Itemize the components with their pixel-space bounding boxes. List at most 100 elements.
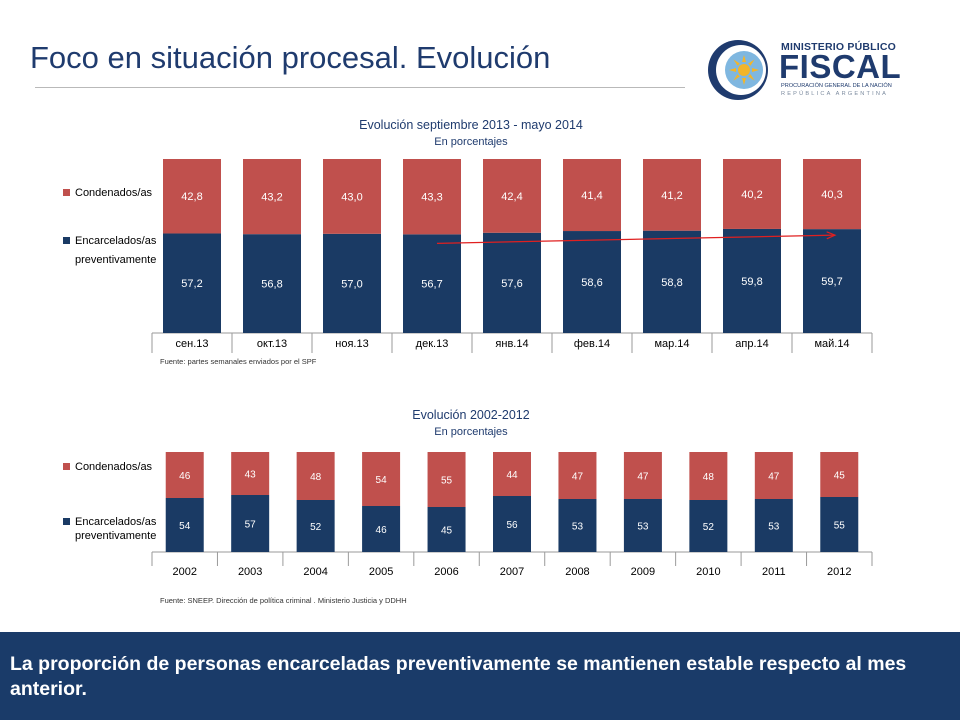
bar-condenados	[163, 159, 221, 234]
x-tick-label: 2009	[631, 566, 655, 578]
data-label-condenados: 55	[441, 476, 453, 487]
bar-condenados	[820, 452, 859, 497]
x-tick-label: 2005	[369, 566, 393, 578]
bar-encarcelados	[427, 507, 466, 552]
bar-condenados	[643, 159, 701, 231]
chart-source: Fuente: SNEEP. Dirección de política cri…	[160, 596, 407, 605]
logo-line-3: PROCURACIÓN GENERAL DE LA NACIÓN	[781, 83, 892, 89]
data-label-condenados: 46	[179, 471, 191, 482]
data-label-encarcelados: 56,7	[421, 279, 442, 291]
data-label-condenados: 41,4	[581, 190, 602, 202]
data-label-encarcelados: 58,8	[661, 277, 682, 289]
logo-line-4: REPÚBLICA ARGENTINA	[781, 91, 889, 97]
x-tick-label: окт.13	[257, 338, 287, 350]
data-label-condenados: 40,3	[821, 189, 842, 201]
bar-encarcelados	[493, 496, 531, 552]
data-label-encarcelados: 52	[310, 522, 322, 533]
bar-condenados	[296, 452, 335, 500]
legend-swatch-encarcelados	[63, 518, 70, 525]
chart-monthly-evolution: Evolución septiembre 2013 - mayo 2014 En …	[63, 118, 873, 366]
bar-encarcelados	[643, 230, 701, 333]
data-label-encarcelados: 59,8	[741, 276, 762, 288]
bar-encarcelados	[820, 497, 859, 552]
bar-encarcelados	[403, 234, 461, 333]
data-label-condenados: 48	[310, 472, 322, 483]
x-tick-label: апр.14	[735, 338, 768, 350]
bar-encarcelados	[296, 500, 335, 552]
legend-label-encarcelados-line2: preventivamente	[75, 254, 156, 266]
data-label-encarcelados: 52	[703, 522, 715, 533]
bar-condenados	[563, 159, 621, 232]
bar-encarcelados	[623, 499, 662, 552]
x-tick-label: май.14	[814, 338, 849, 350]
bar-encarcelados	[165, 498, 204, 552]
bar-encarcelados	[243, 234, 301, 333]
chart-subtitle: En porcentajes	[434, 426, 508, 438]
logo-line-1: MINISTERIO PÚBLICO	[781, 41, 897, 53]
bar-condenados	[323, 159, 381, 234]
data-label-condenados: 47	[572, 472, 584, 483]
legend-label-encarcelados-line2: preventivamente	[75, 530, 156, 542]
bar-encarcelados	[803, 229, 861, 333]
data-label-condenados: 43,3	[421, 192, 442, 204]
legend-label-encarcelados-line1: Encarcelados/as	[75, 516, 157, 528]
bar-condenados	[165, 452, 204, 498]
chart-title: Evolución septiembre 2013 - mayo 2014	[359, 118, 583, 132]
x-tick-label: 2004	[303, 566, 327, 578]
data-label-condenados: 45	[834, 471, 846, 482]
x-tick-label: дек.13	[416, 338, 449, 350]
x-tick-label: фев.14	[574, 338, 610, 350]
bar-condenados	[403, 159, 461, 235]
bar-condenados	[362, 452, 401, 506]
x-tick-label: мар.14	[654, 338, 689, 350]
bar-condenados	[803, 159, 861, 230]
bar-condenados	[243, 159, 301, 235]
bar-encarcelados	[563, 231, 621, 333]
data-label-condenados: 42,8	[181, 191, 202, 203]
legend-swatch-encarcelados	[63, 237, 70, 244]
x-tick-label: 2006	[434, 566, 458, 578]
data-label-condenados: 54	[376, 475, 388, 486]
bar-condenados	[558, 452, 597, 499]
bar-encarcelados	[558, 499, 597, 552]
data-label-condenados: 47	[768, 472, 780, 483]
data-label-encarcelados: 45	[441, 526, 453, 537]
bar-encarcelados	[231, 495, 270, 552]
trend-arrow-head	[826, 231, 837, 240]
x-tick-label: ноя.13	[335, 338, 368, 350]
chart-title: Evolución 2002-2012	[412, 408, 529, 422]
chart-subtitle: En porcentajes	[434, 136, 508, 148]
data-label-encarcelados: 57,2	[181, 278, 202, 290]
ministerio-publico-fiscal-logo: MINISTERIO PÚBLICO FISCAL PROCURACIÓN GE…	[706, 38, 901, 102]
x-tick-label: 2010	[696, 566, 720, 578]
legend-label-condenados: Condenados/as	[75, 187, 153, 199]
bar-encarcelados	[723, 228, 781, 333]
chart-source: Fuente: partes semanales enviados por el…	[160, 357, 317, 366]
data-label-condenados: 40,2	[741, 189, 762, 201]
bar-condenados	[231, 452, 270, 495]
data-label-encarcelados: 57,0	[341, 278, 362, 290]
bar-encarcelados	[483, 232, 541, 333]
data-label-condenados: 43,2	[261, 192, 282, 204]
bar-condenados	[723, 159, 781, 229]
x-tick-label: 2002	[172, 566, 196, 578]
title-divider	[35, 87, 685, 88]
data-label-condenados: 44	[506, 470, 518, 481]
data-label-condenados: 43,0	[341, 191, 362, 203]
data-label-encarcelados: 53	[768, 522, 780, 533]
chart-yearly-evolution: Evolución 2002-2012 En porcentajes 54 46 200…	[63, 408, 873, 605]
footer-message: La proporción de personas encarceladas p…	[10, 653, 907, 700]
bar-encarcelados	[754, 499, 793, 552]
argentine-sun-emblem-icon	[708, 40, 768, 100]
data-label-encarcelados: 53	[572, 522, 584, 533]
x-tick-label: 2003	[238, 566, 262, 578]
page-title: Foco en situación procesal. Evolución	[30, 40, 551, 75]
trend-arrow-line	[436, 234, 836, 244]
data-label-encarcelados: 46	[376, 525, 388, 536]
logo-line-2: FISCAL	[779, 48, 902, 85]
bar-condenados	[493, 452, 531, 496]
bar-condenados	[689, 452, 728, 500]
legend-label-encarcelados-line1: Encarcelados/as	[75, 235, 157, 247]
data-label-encarcelados: 54	[179, 521, 191, 532]
bar-condenados	[483, 159, 541, 233]
